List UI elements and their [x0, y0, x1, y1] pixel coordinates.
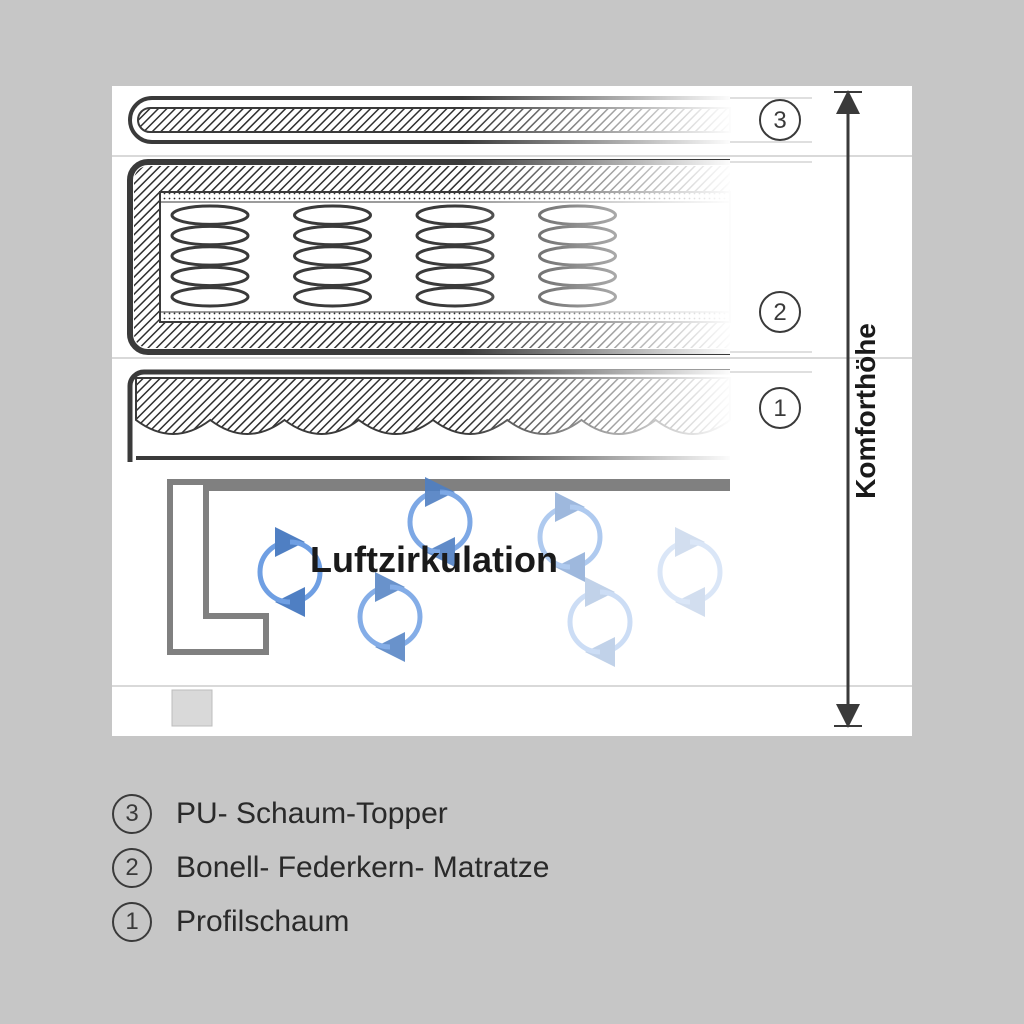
svg-text:Luftzirkulation: Luftzirkulation: [310, 539, 558, 580]
diagram-svg: 3 2 Luftzirkulation 1: [112, 86, 912, 736]
legend-text-2: Bonell- Federkern- Matratze: [176, 851, 549, 885]
legend-badge-1: 1: [112, 902, 152, 942]
legend-badge-3: 3: [112, 794, 152, 834]
diagram-panel: 3 2 Luftzirkulation 1 Komforthöhe: [112, 86, 912, 736]
svg-text:1: 1: [773, 395, 786, 422]
svg-text:2: 2: [773, 299, 786, 326]
legend-badge-2: 2: [112, 848, 152, 888]
legend-row: 2 Bonell- Federkern- Matratze: [112, 848, 912, 888]
legend-row: 3 PU- Schaum-Topper: [112, 794, 912, 834]
dimension-label: Komforthöhe: [850, 323, 882, 499]
svg-text:3: 3: [773, 107, 786, 134]
legend-row: 1 Profilschaum: [112, 902, 912, 942]
legend-text-1: Profilschaum: [176, 905, 349, 939]
legend-text-3: PU- Schaum-Topper: [176, 797, 448, 831]
legend: 3 PU- Schaum-Topper 2 Bonell- Federkern-…: [112, 780, 912, 956]
